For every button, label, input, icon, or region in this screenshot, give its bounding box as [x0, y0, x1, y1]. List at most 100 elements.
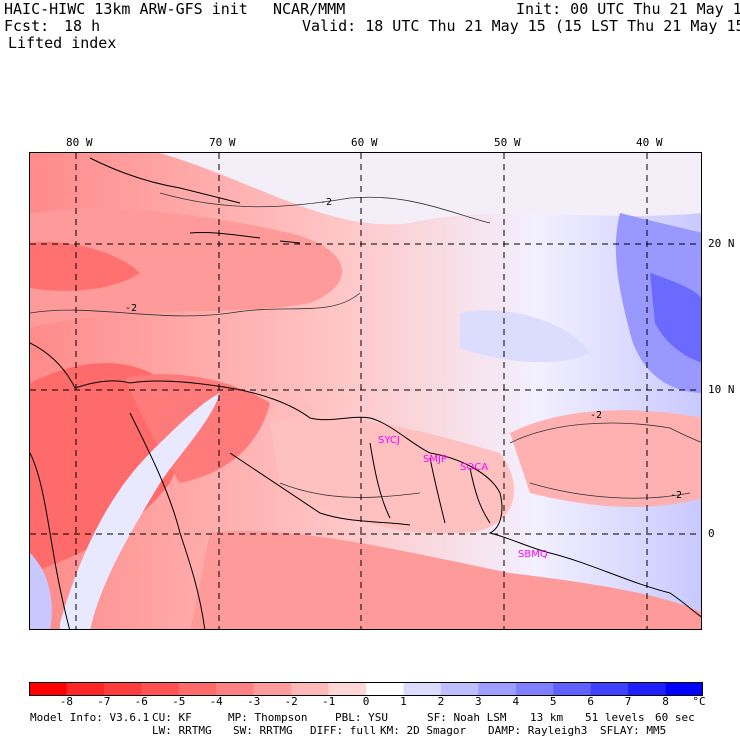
footer-sw: SW: RRTMG [233, 724, 293, 737]
coastlines [30, 157, 701, 629]
color-bar-swatch [216, 682, 255, 696]
color-bar-swatch [515, 682, 554, 696]
footer-mp: MP: Thompson [228, 711, 308, 724]
lat-label-0: 0 [708, 527, 715, 540]
contour-label: -2 [590, 410, 602, 421]
color-bar-swatch [141, 682, 180, 696]
color-bar-swatch [29, 682, 67, 696]
footer-timestep: 60 sec [655, 711, 695, 724]
color-bar-tick-label: -7 [97, 695, 111, 708]
map-panel: -2 -2 -2 -2 SYCJ SMJP SOCA SBMQ [29, 152, 702, 630]
contour-lines [30, 192, 701, 499]
color-bar-tick-label: 8 [662, 695, 669, 708]
coastline-south-america [30, 342, 701, 618]
unstable-cell-jamaica [30, 242, 140, 291]
color-bar-swatch [553, 682, 592, 696]
coastline-hispaniola [189, 231, 261, 239]
coastline-cuba [89, 157, 241, 204]
contour-minus2-itcz [509, 422, 701, 444]
border-venezuela-brazil [229, 452, 411, 526]
color-bar-tick-label: -2 [284, 695, 298, 708]
color-bar-swatch [328, 682, 367, 696]
footer-lw: LW: RRTMG [152, 724, 212, 737]
color-bar-swatch [628, 682, 667, 696]
color-bar-tick-label: -6 [134, 695, 148, 708]
strong-stable-core [650, 273, 701, 363]
stable-band-north [160, 153, 701, 225]
color-bar-swatch [253, 682, 292, 696]
lat-label-20n: 20 N [708, 237, 735, 250]
footer-model-info: Model Info: V3.6.1 [30, 711, 150, 724]
color-bar-swatch [178, 682, 217, 696]
guiana-region [270, 418, 515, 534]
stable-patch-central [460, 310, 590, 363]
map-canvas: -2 -2 -2 -2 SYCJ SMJP SOCA SBMQ [30, 153, 701, 629]
itcz-band [510, 410, 701, 508]
color-bar-tick-label: 1 [400, 695, 407, 708]
forecast-label: Fcst: [4, 17, 50, 35]
station-soca: SOCA [460, 462, 488, 473]
color-bar-tick-label: 6 [587, 695, 594, 708]
graticule [30, 153, 701, 629]
station-smjp: SMJP [423, 454, 447, 465]
org-label: NCAR/MMM [273, 0, 346, 18]
field-name: Lifted index [8, 34, 117, 52]
andes-stable-strip [60, 393, 220, 629]
lon-label-80w: 80 W [66, 136, 93, 149]
color-bar-swatch [66, 682, 105, 696]
color-bar-tick-label: 0 [362, 695, 370, 708]
border-guyana [369, 442, 391, 519]
color-bar-swatch [403, 682, 442, 696]
border-suriname [429, 457, 446, 524]
valid-time: Valid: 18 UTC Thu 21 May 15 (15 LST Thu … [302, 17, 740, 35]
footer-sf: SF: Noah LSM [427, 711, 507, 724]
model-title: HAIC-HIWC 13km ARW-GFS init [4, 0, 248, 18]
color-bar-tick-label: 5 [549, 695, 557, 708]
border-french-guiana [469, 467, 491, 524]
color-bar-tick-label: -3 [247, 695, 261, 708]
color-bar-tick-label: 4 [512, 695, 520, 708]
coastline-puerto-rico [279, 240, 301, 244]
footer-diff: DIFF: full [310, 724, 377, 737]
footer-damp: DAMP: Rayleigh3 [488, 724, 588, 737]
contour-minus1-guiana [279, 482, 421, 498]
footer-km: KM: 2D Smagor [380, 724, 467, 737]
color-bar-unit: °C [692, 695, 706, 708]
lon-label-50w: 50 W [494, 136, 521, 149]
contour-minus2-itcz-south [529, 482, 691, 499]
color-bar-tick-label: 2 [437, 695, 445, 708]
color-bar-swatch [291, 682, 330, 696]
footer-pbl: PBL: YSU [335, 711, 388, 724]
lon-label-70w: 70 W [209, 136, 236, 149]
color-bar-tick-label: 7 [624, 695, 632, 708]
forecast-hour: 18 h [64, 17, 101, 35]
contour-minus2-north [159, 192, 491, 224]
lat-label-10n: 10 N [708, 383, 735, 396]
contour-label: -2 [125, 303, 137, 314]
color-bar-swatch [665, 682, 704, 696]
color-bar [29, 681, 704, 700]
contour-minus2-caribbean [30, 292, 361, 317]
init-time: Init: 00 UTC Thu 21 May 15 [516, 0, 740, 18]
color-bar-swatch [478, 682, 517, 696]
color-bar-tick-label: -4 [209, 695, 223, 708]
color-bar-swatch [590, 682, 629, 696]
color-bar-swatches [29, 682, 704, 696]
lon-label-60w: 60 W [351, 136, 378, 149]
coastline-pacific [30, 452, 71, 629]
border-colombia [129, 412, 206, 629]
contour-label: -2 [670, 490, 682, 501]
lon-label-40w: 40 W [636, 136, 663, 149]
station-sbmq: SBMQ [518, 549, 548, 560]
color-bar-tick-label: -1 [321, 695, 336, 708]
amazon-unstable-region [190, 531, 701, 629]
color-bar-swatch [103, 682, 142, 696]
color-bar-tick-label: -5 [172, 695, 186, 708]
unstable-region-caribbean [30, 209, 343, 328]
footer-levels: 51 levels [585, 711, 645, 724]
station-sycj: SYCJ [378, 435, 400, 446]
footer-resolution: 13 km [530, 711, 564, 724]
color-bar-swatch [366, 682, 404, 696]
color-bar-tick-label: -8 [59, 695, 74, 708]
color-bar-border [29, 682, 703, 696]
